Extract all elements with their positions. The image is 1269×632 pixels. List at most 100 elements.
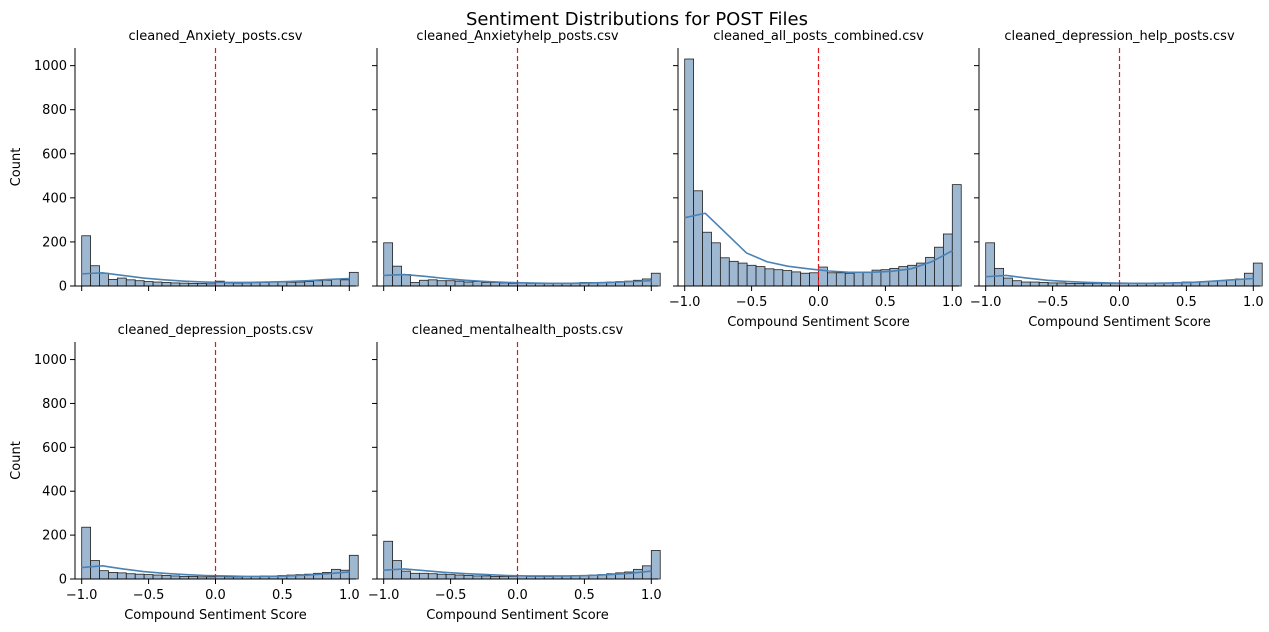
histogram-bar	[684, 58, 695, 287]
histogram-bar	[383, 242, 394, 287]
x-tick-label: 1.0	[339, 588, 360, 603]
histogram-bar	[90, 560, 100, 580]
histogram-bar	[81, 526, 92, 580]
x-tick-label: 0.0	[1109, 295, 1130, 310]
x-tick-label: −0.5	[736, 295, 768, 310]
panel-title: cleaned_depression_posts.csv	[118, 323, 314, 338]
histogram-bar	[755, 266, 766, 287]
histogram-bar	[951, 184, 962, 287]
histogram-bar	[116, 277, 127, 287]
x-axis-label: Compound Sentiment Score	[727, 315, 910, 330]
histogram-bar	[1029, 281, 1040, 287]
panel-title: cleaned_mentalhealth_posts.csv	[412, 323, 624, 338]
x-tick-label: 0.0	[808, 295, 829, 310]
histogram-bar	[773, 269, 784, 287]
histogram-bar	[1012, 280, 1022, 287]
x-tick-label: 0.5	[574, 588, 595, 603]
histogram-bar	[711, 242, 721, 287]
x-tick-label: −1.0	[669, 295, 701, 310]
histogram-bar	[401, 274, 411, 287]
kde-curve	[684, 212, 953, 274]
panel-6: −1.0 −0.5 0.0 0.5 1.0 cleaned_mentalhealth_po…	[368, 323, 662, 623]
panel-4: −1.0 −0.5 0.0 0.5 1.0 cleaned_depression_help…	[970, 29, 1264, 330]
x-tick-label: 1.0	[942, 295, 963, 310]
panel-2: cleaned_Anxietyhelp_posts.csv	[372, 29, 661, 291]
histogram-bar	[99, 570, 109, 580]
x-axis-label: Compound Sentiment Score	[426, 608, 609, 623]
histogram-bar	[985, 242, 996, 287]
histogram-bar	[454, 574, 465, 580]
y-tick-label: 400	[42, 485, 67, 500]
histogram-bar	[445, 280, 456, 287]
y-tick-label: 0	[59, 573, 67, 588]
figure-title: Sentiment Distributions for POST Files	[466, 9, 808, 30]
histogram-bar	[418, 572, 429, 580]
histogram-bar	[737, 262, 748, 287]
x-tick-label: 0.5	[875, 295, 896, 310]
histogram-bar	[392, 265, 402, 287]
histogram-bar	[728, 260, 739, 287]
histogram-bar	[853, 271, 864, 287]
histogram-bar	[125, 573, 136, 580]
panel-title: cleaned_Anxietyhelp_posts.csv	[416, 29, 618, 44]
x-axis-label: Compound Sentiment Score	[1028, 315, 1211, 330]
histogram-bar	[844, 272, 855, 287]
histogram-bar	[90, 265, 100, 287]
histogram-bar	[152, 281, 163, 287]
facet-panels: 0 200 400 600 800 1000 cleaned_Anxiety_posts.c…	[9, 29, 1264, 623]
histogram-bar	[401, 570, 411, 580]
y-tick-label: 0	[59, 280, 67, 295]
histogram-bar	[81, 235, 92, 287]
y-tick-label: 400	[42, 191, 67, 206]
histogram-bar	[481, 282, 492, 287]
panel-1: 0 200 400 600 800 1000 cleaned_Anxiety_posts.c…	[9, 29, 359, 295]
histogram-bar	[463, 281, 474, 287]
y-tick-label: 800	[42, 397, 67, 412]
histogram-bar	[313, 280, 323, 287]
histogram-bar	[436, 573, 447, 580]
histogram-bar	[650, 550, 661, 580]
histogram-bar	[304, 281, 315, 287]
histogram-bar	[472, 281, 483, 287]
histogram-bar	[934, 246, 944, 287]
histogram-bar	[259, 282, 270, 287]
y-tick-label: 1000	[34, 59, 67, 74]
histogram-bar	[454, 280, 465, 287]
histogram-bar	[277, 281, 288, 287]
panel-title: cleaned_depression_help_posts.csv	[1004, 29, 1235, 44]
histogram-bar	[693, 190, 703, 287]
histogram-bar	[490, 282, 501, 287]
histogram-bar	[719, 257, 730, 287]
y-tick-label: 200	[42, 235, 67, 250]
histogram-bar	[348, 554, 359, 580]
x-tick-label: −0.5	[1037, 295, 1069, 310]
histogram-bar	[436, 280, 447, 287]
histogram-bar	[383, 540, 394, 580]
y-tick-label: 600	[42, 147, 67, 162]
histogram-bar	[134, 573, 145, 580]
histogram-bar	[827, 272, 837, 287]
x-tick-label: −1.0	[66, 588, 98, 603]
histogram-bar	[463, 575, 474, 580]
histogram-bar	[161, 575, 172, 580]
panel-title: cleaned_all_posts_combined.csv	[713, 29, 924, 44]
x-tick-label: −1.0	[970, 295, 1002, 310]
histogram-bar	[108, 278, 118, 287]
histogram-bar	[1038, 282, 1049, 287]
histogram-bar	[348, 271, 359, 287]
x-tick-label: −0.5	[133, 588, 165, 603]
histogram-bar	[809, 272, 819, 287]
x-tick-label: 0.5	[1176, 295, 1197, 310]
histogram-bar	[161, 282, 172, 287]
histogram-bar	[650, 272, 661, 287]
y-axis-label: Count	[9, 441, 24, 480]
y-axis-label: Count	[9, 148, 24, 187]
histogram-bar	[99, 272, 109, 287]
x-tick-label: 1.0	[641, 588, 662, 603]
y-tick-label: 800	[42, 103, 67, 118]
histogram-bar	[134, 280, 145, 287]
histogram-bar	[116, 572, 127, 580]
histogram-bar	[427, 573, 438, 580]
panel-5: 0 200 400 600 800 1000 −1.0 −0.5 0.0 0.5 1.0 cleane…	[9, 323, 360, 623]
